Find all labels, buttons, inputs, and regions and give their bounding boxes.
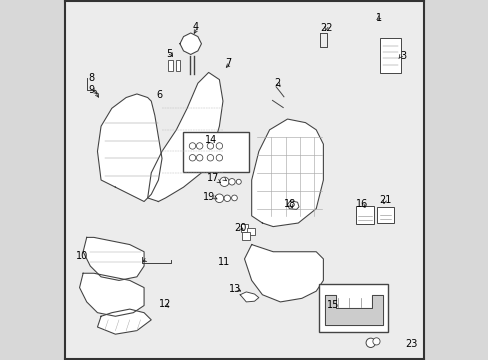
Circle shape: [228, 179, 235, 185]
Polygon shape: [287, 201, 298, 210]
Text: 15: 15: [326, 300, 339, 310]
Polygon shape: [180, 33, 201, 54]
Polygon shape: [251, 119, 323, 226]
Text: 5: 5: [166, 49, 172, 59]
Text: 4: 4: [192, 22, 198, 32]
FancyBboxPatch shape: [175, 59, 180, 71]
Text: 7: 7: [225, 58, 231, 68]
Text: 14: 14: [205, 135, 217, 145]
Polygon shape: [244, 244, 323, 302]
Text: 1: 1: [375, 13, 381, 23]
Text: 18: 18: [284, 199, 296, 210]
Circle shape: [224, 195, 230, 202]
Text: 9: 9: [88, 85, 94, 95]
Text: 3: 3: [400, 51, 406, 61]
FancyBboxPatch shape: [355, 206, 373, 225]
Circle shape: [366, 338, 375, 347]
FancyBboxPatch shape: [242, 232, 250, 239]
Text: 23: 23: [404, 338, 417, 348]
FancyBboxPatch shape: [319, 284, 387, 332]
Circle shape: [219, 177, 228, 186]
Circle shape: [216, 143, 222, 149]
Circle shape: [207, 154, 213, 161]
Text: 20: 20: [234, 223, 246, 233]
FancyBboxPatch shape: [379, 38, 400, 73]
Polygon shape: [147, 72, 223, 202]
FancyBboxPatch shape: [168, 59, 172, 71]
Text: 10: 10: [76, 251, 88, 261]
FancyBboxPatch shape: [183, 132, 248, 172]
Polygon shape: [80, 273, 144, 316]
Polygon shape: [97, 94, 162, 202]
Text: 13: 13: [229, 284, 241, 294]
FancyBboxPatch shape: [246, 228, 254, 235]
Text: 17: 17: [206, 173, 219, 183]
Polygon shape: [325, 295, 382, 325]
Circle shape: [189, 143, 195, 149]
Text: 16: 16: [355, 199, 367, 210]
Circle shape: [189, 154, 195, 161]
Circle shape: [207, 143, 213, 149]
Text: 12: 12: [159, 300, 171, 310]
Text: 2: 2: [274, 78, 281, 88]
Text: 21: 21: [378, 195, 390, 205]
Text: 22: 22: [319, 23, 332, 33]
Circle shape: [215, 194, 223, 203]
Polygon shape: [240, 292, 258, 302]
FancyBboxPatch shape: [376, 207, 393, 223]
Text: 19: 19: [203, 192, 215, 202]
Circle shape: [231, 195, 237, 201]
Circle shape: [236, 179, 241, 184]
Circle shape: [196, 143, 203, 149]
Text: 6: 6: [156, 90, 162, 100]
Polygon shape: [97, 309, 151, 334]
Text: 8: 8: [88, 73, 94, 83]
Circle shape: [196, 154, 203, 161]
Text: 11: 11: [217, 257, 229, 267]
Circle shape: [372, 338, 379, 345]
Polygon shape: [83, 237, 144, 280]
FancyBboxPatch shape: [240, 225, 248, 231]
Circle shape: [216, 154, 222, 161]
